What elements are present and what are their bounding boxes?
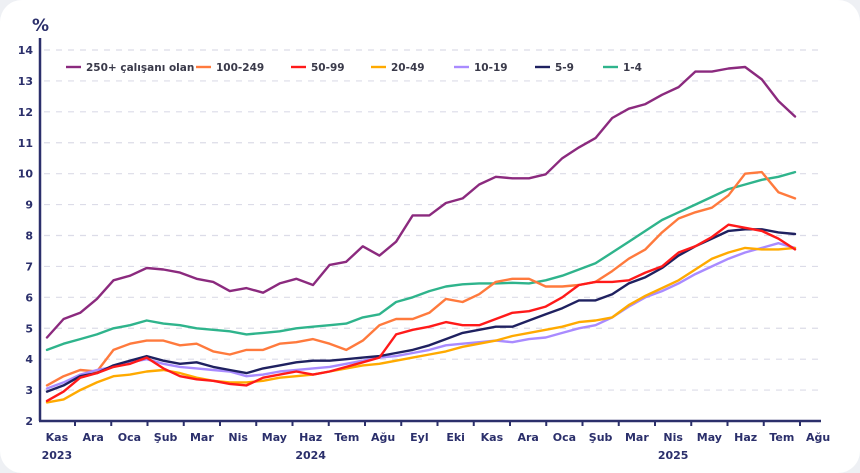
legend-label: 100-249 — [216, 62, 264, 74]
x-tick-label: Kas — [46, 431, 69, 444]
y-tick-label: 5 — [25, 322, 33, 335]
x-tick-label: Eyl — [410, 431, 428, 444]
x-tick-label: Tem — [334, 431, 359, 444]
legend-label: 10-19 — [474, 62, 508, 74]
series-line-1-4 — [45, 170, 797, 352]
legend-label: 20-49 — [391, 62, 425, 74]
y-tick-label: 7 — [25, 260, 33, 273]
series-line-50-99 — [45, 223, 797, 403]
x-year-label: 2023 — [42, 449, 73, 462]
x-tick-label: May — [697, 431, 722, 444]
legend-label: 5-9 — [555, 62, 574, 74]
gridlines — [44, 49, 821, 391]
x-tick-label: Kas — [481, 431, 504, 444]
x-tick-label: Ağu — [371, 431, 395, 444]
series-line-10-19 — [45, 241, 797, 390]
x-tick-label: Mar — [190, 431, 214, 444]
y-tick-label: 3 — [25, 384, 33, 397]
series-line-5-9 — [45, 228, 797, 393]
x-tick-label: Eki — [446, 431, 465, 444]
x-tick-label: Nis — [663, 431, 683, 444]
y-axis-ticks: 2 3 4 5 6 7 8 9 10 11 12 13 14 — [18, 44, 34, 428]
x-tick-label: Ara — [517, 431, 538, 444]
x-year-label: 2024 — [295, 449, 326, 462]
y-axis-unit-label: % — [32, 16, 49, 36]
x-year-label: 2025 — [658, 449, 689, 462]
series-line-250-al-an-olan — [45, 65, 797, 339]
y-tick-label: 6 — [25, 291, 33, 304]
y-tick-label: 14 — [18, 44, 34, 57]
y-tick-label: 12 — [18, 106, 33, 119]
x-tick-label: Haz — [734, 431, 757, 444]
x-tick-label: Oca — [553, 431, 576, 444]
x-tick-label: Şub — [589, 431, 613, 444]
y-tick-label: 2 — [25, 415, 33, 428]
series-line-20-49 — [45, 246, 797, 404]
legend-label: 50-99 — [311, 62, 345, 74]
y-tick-label: 9 — [25, 199, 33, 212]
y-tick-label: 4 — [25, 353, 33, 366]
y-tick-label: 11 — [18, 137, 33, 150]
x-tick-label: Ara — [82, 431, 103, 444]
legend-label: 250+ çalışanı olan — [86, 62, 194, 74]
x-tick-label: Oca — [118, 431, 141, 444]
y-tick-label: 13 — [18, 75, 33, 88]
y-tick-label: 8 — [25, 230, 33, 243]
x-tick-label: Mar — [625, 431, 649, 444]
x-tick-label: Ağu — [806, 431, 830, 444]
x-tick-label: May — [262, 431, 287, 444]
x-tick-label: Haz — [299, 431, 322, 444]
x-tick-label: Tem — [769, 431, 794, 444]
x-axis-ticks: Kas Ara Oca Şub Mar Nis May Haz Tem Ağu Eyl Eki Kas A… — [42, 421, 830, 462]
x-tick-label: Nis — [228, 431, 248, 444]
legend: 250+ çalışanı olan 100-249 50-99 20-49 10-19… — [66, 62, 642, 74]
y-tick-label: 10 — [18, 168, 34, 181]
series-lines — [45, 65, 797, 404]
x-tick-label: Şub — [154, 431, 178, 444]
series-line-100-249 — [45, 170, 797, 387]
legend-label: 1-4 — [623, 62, 642, 74]
